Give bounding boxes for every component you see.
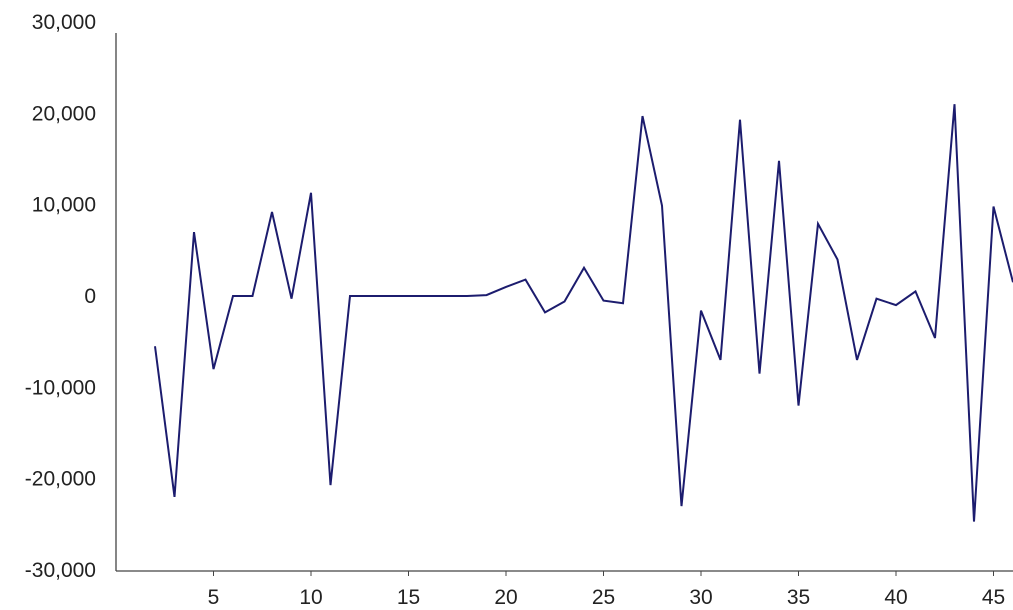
y-tick-label: 10,000 bbox=[32, 194, 96, 217]
x-tick-label: 30 bbox=[689, 586, 712, 609]
series-area bbox=[154, 104, 1013, 522]
y-tick-label: 30,000 bbox=[32, 11, 96, 34]
y-tick-label: 20,000 bbox=[32, 102, 96, 125]
x-tick-label: 40 bbox=[884, 586, 907, 609]
series-line bbox=[154, 104, 1013, 522]
y-axis: -30,000 -20,000 -10,000 0 10,000 20,000 30,000 bbox=[25, 11, 117, 582]
x-tick-label: 35 bbox=[787, 586, 810, 609]
x-tick-label: 5 bbox=[208, 586, 220, 609]
x-tick-label: 20 bbox=[494, 586, 517, 609]
x-tick-label: 45 bbox=[982, 586, 1005, 609]
y-tick-label: -10,000 bbox=[25, 376, 96, 399]
x-axis: 5 10 15 20 25 30 35 40 45 bbox=[116, 570, 1013, 609]
y-tick-label: -30,000 bbox=[25, 559, 96, 582]
y-tick-label: -20,000 bbox=[25, 468, 96, 491]
x-tick-label: 10 bbox=[299, 586, 322, 609]
x-tick-label: 15 bbox=[397, 586, 420, 609]
y-tick-label: 0 bbox=[84, 285, 96, 308]
x-tick-label: 25 bbox=[592, 586, 615, 609]
